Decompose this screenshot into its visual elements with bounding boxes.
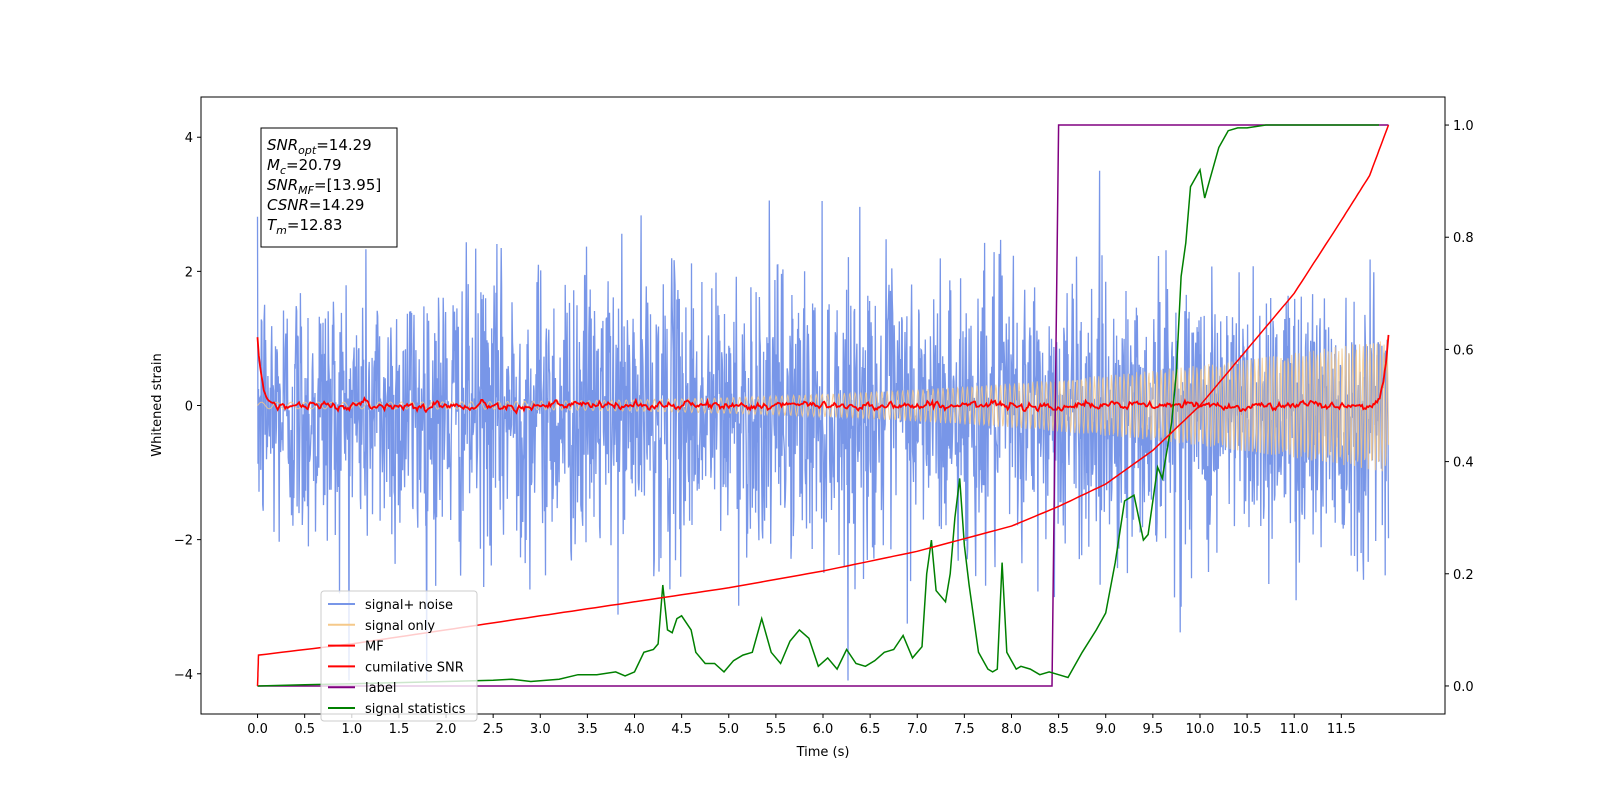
series-line-label — [257, 124, 1389, 687]
annotation-line: SNRMF=[13.95] — [267, 176, 381, 197]
legend-label-signal-noise: signal+ noise — [365, 598, 453, 613]
y-tick-label-right: 1.0 — [1453, 119, 1474, 134]
x-tick-label: 11.0 — [1280, 722, 1309, 737]
x-tick-label: 4.0 — [624, 722, 645, 737]
legend-label-signal-only: signal only — [365, 619, 435, 634]
x-tick-label: 5.0 — [718, 722, 739, 737]
x-tick-label: 7.5 — [954, 722, 975, 737]
legend: signal+ noise signal only MF cumilative SNR… — [320, 590, 478, 722]
x-tick-label: 2.0 — [436, 722, 457, 737]
legend-label-cumilative-snr: cumilative SNR — [365, 660, 464, 675]
annotation-box: SNRopt=14.29Mc=20.79SNRMF=[13.95]CSNR=14… — [260, 127, 398, 248]
series-line-signal-statistics — [257, 124, 1379, 687]
legend-label-mf: MF — [365, 640, 384, 655]
x-tick-label: 6.0 — [813, 722, 834, 737]
y-axis-label-left: Whitened strain — [150, 353, 165, 456]
y-tick-label-right: 0.6 — [1453, 343, 1474, 358]
legend-label-signal-statistics: signal statistics — [365, 702, 466, 717]
x-tick-label: 9.0 — [1095, 722, 1116, 737]
x-tick-label: 3.5 — [577, 722, 598, 737]
y-tick-label-right: 0.4 — [1453, 456, 1474, 471]
x-tick-label: 5.5 — [766, 722, 787, 737]
legend-frame — [320, 590, 478, 722]
x-tick-label: 0.0 — [247, 722, 268, 737]
series-line-signal-noise — [256, 170, 1390, 681]
y-tick-label-right: 0.0 — [1453, 680, 1474, 695]
ticks-layer: 0.0 0.5 1.0 1.5 2.0 2.5 3.0 3.5 4.0 4.5 5.0 5.5 6.0 6… — [174, 119, 1474, 737]
legend-label-label: label — [365, 681, 396, 696]
y-tick-label-left: 0 — [185, 400, 193, 415]
y-tick-label-right: 0.2 — [1453, 568, 1474, 583]
y-tick-label-left: 2 — [185, 265, 193, 280]
x-tick-label: 1.0 — [341, 722, 362, 737]
y-tick-label-right: 0.8 — [1453, 231, 1474, 246]
x-tick-label: 11.5 — [1327, 722, 1356, 737]
x-tick-label: 7.0 — [907, 722, 928, 737]
x-axis-label: Time (s) — [796, 745, 850, 760]
annotation-line: Tm=12.83 — [267, 216, 342, 237]
x-tick-label: 3.0 — [530, 722, 551, 737]
x-tick-label: 4.5 — [671, 722, 692, 737]
y-tick-label-left: −2 — [174, 534, 193, 549]
x-tick-label: 1.5 — [389, 722, 410, 737]
annotation-line: CSNR=14.29 — [267, 196, 364, 214]
y-tick-label-left: 4 — [185, 131, 193, 146]
annotation-frame — [260, 127, 398, 248]
x-tick-label: 0.5 — [294, 722, 315, 737]
x-tick-label: 8.5 — [1048, 722, 1069, 737]
annotation-line: Mc=20.79 — [267, 156, 342, 177]
x-tick-label: 10.0 — [1185, 722, 1214, 737]
x-tick-label: 10.5 — [1233, 722, 1262, 737]
x-tick-label: 9.5 — [1143, 722, 1164, 737]
annotation-line: SNRopt=14.29 — [267, 136, 372, 157]
y-tick-label-left: −4 — [174, 668, 193, 683]
x-tick-label: 6.5 — [860, 722, 881, 737]
x-tick-label: 8.0 — [1001, 722, 1022, 737]
x-tick-label: 2.5 — [483, 722, 504, 737]
